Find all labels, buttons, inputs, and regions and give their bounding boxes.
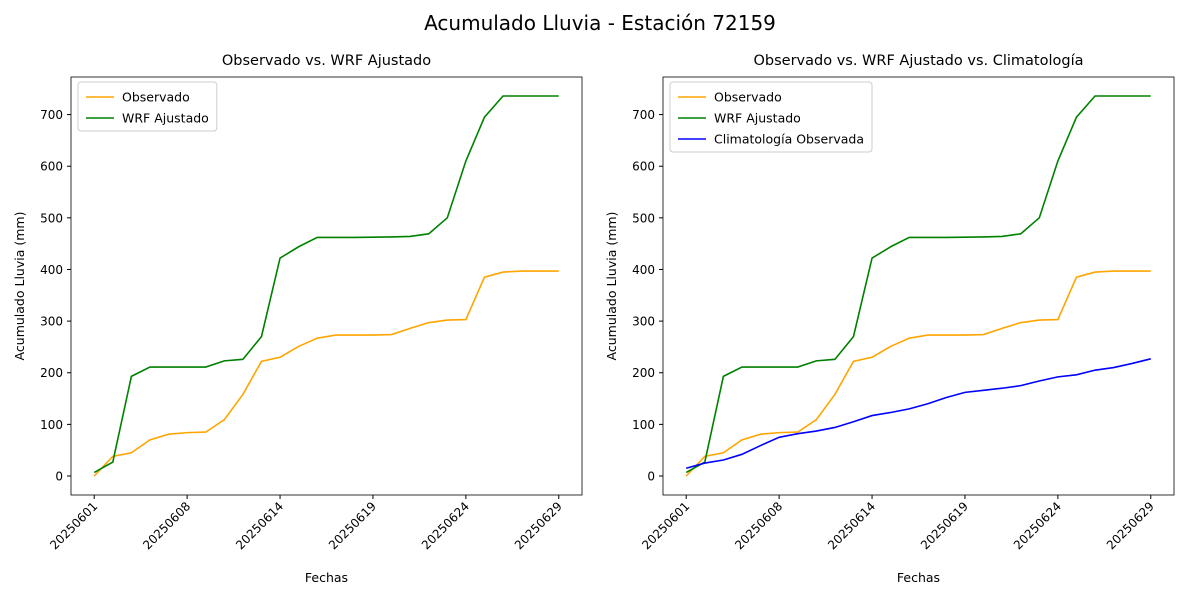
x-tick-label: 20250629 xyxy=(1104,499,1157,552)
legend: Observado WRF Ajustado xyxy=(77,81,218,132)
subplot-title: Observado vs. WRF Ajustado xyxy=(222,53,431,69)
y-axis-label: Acumulado Lluvia (mm) xyxy=(12,212,27,361)
y-tick-label: 500 xyxy=(40,211,63,225)
y-tick-label: 700 xyxy=(40,108,63,122)
x-tick-label: 20250608 xyxy=(732,499,785,552)
y-tick-label: 100 xyxy=(40,418,63,432)
x-tick-label: 20250629 xyxy=(512,499,565,552)
line-series xyxy=(685,95,1151,474)
line-series xyxy=(93,95,559,474)
x-tick-label: 20250619 xyxy=(326,499,379,552)
y-tick-label: 0 xyxy=(647,470,655,484)
y-tick-label: 700 xyxy=(632,108,655,122)
axes-frame xyxy=(70,76,583,496)
x-axis-label: Fechas xyxy=(897,570,940,585)
y-tick-label: 500 xyxy=(632,211,655,225)
y-tick-label: 200 xyxy=(40,366,63,380)
x-tick-label: 20250624 xyxy=(419,499,472,552)
x-axis-label: Fechas xyxy=(305,570,348,585)
legend-box xyxy=(669,81,873,153)
x-tick-label: 20250614 xyxy=(233,499,286,552)
line-series xyxy=(686,358,1151,470)
legend-label: WRF Ajustado xyxy=(714,111,801,126)
y-tick-label: 400 xyxy=(40,263,63,277)
y-tick-label: 400 xyxy=(632,263,655,277)
line-series xyxy=(685,270,1151,477)
y-tick-label: 600 xyxy=(40,160,63,174)
y-tick-label: 100 xyxy=(632,418,655,432)
legend-label: WRF Ajustado xyxy=(122,111,209,126)
y-tick-label: 600 xyxy=(632,160,655,174)
y-tick-label: 300 xyxy=(40,315,63,329)
legend: Observado WRF Ajustado Climatología Observ… xyxy=(669,81,873,153)
x-tick-label: 20250619 xyxy=(918,499,971,552)
legend-label: Climatología Observada xyxy=(714,132,864,147)
legend-label: Observado xyxy=(122,90,190,105)
axes-frame xyxy=(662,76,1175,496)
x-tick-label: 20250614 xyxy=(825,499,878,552)
y-tick-label: 0 xyxy=(55,470,63,484)
x-tick-label: 20250601 xyxy=(47,499,100,552)
x-tick-label: 20250624 xyxy=(1011,499,1064,552)
y-tick-label: 300 xyxy=(632,315,655,329)
y-tick-label: 200 xyxy=(632,366,655,380)
figure-title: Acumulado Lluvia - Estación 72159 xyxy=(424,11,776,35)
x-tick-label: 20250601 xyxy=(639,499,692,552)
x-tick-label: 20250608 xyxy=(140,499,193,552)
subplot-title: Observado vs. WRF Ajustado vs. Climatolo… xyxy=(754,53,1084,69)
line-series xyxy=(93,270,559,477)
y-axis-label: Acumulado Lluvia (mm) xyxy=(604,212,619,361)
legend-label: Observado xyxy=(714,90,782,105)
